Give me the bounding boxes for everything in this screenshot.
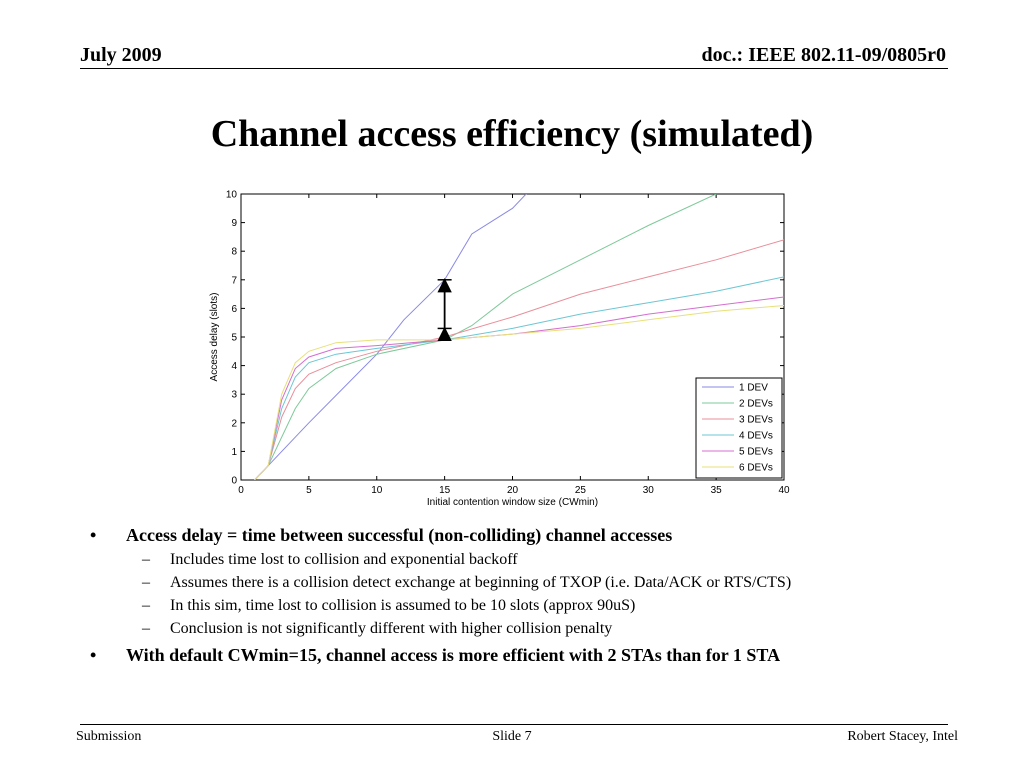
x-tick-label: 30 xyxy=(643,485,655,496)
bullet-list: • Access delay = time between successful… xyxy=(90,524,950,666)
x-tick-label: 20 xyxy=(507,485,519,496)
y-tick-label: 3 xyxy=(231,390,237,401)
bullet-marker: • xyxy=(90,645,97,665)
footer-author: Robert Stacey, Intel xyxy=(847,729,958,744)
sub-bullet-item: – Conclusion is not significantly differ… xyxy=(90,619,950,638)
series-line xyxy=(254,276,784,480)
sub-bullet-text: Assumes there is a collision detect exch… xyxy=(170,574,792,591)
y-tick-label: 8 xyxy=(231,247,237,258)
series-line xyxy=(254,305,784,480)
legend-box xyxy=(695,377,783,479)
series-line xyxy=(254,296,784,480)
x-tick-label: 15 xyxy=(439,485,451,496)
x-tick-label: 35 xyxy=(711,485,723,496)
y-tick-label: 1 xyxy=(231,447,237,458)
bullet-text: With default CWmin=15, channel access is… xyxy=(126,645,781,665)
sub-bullet-item: – In this sim, time lost to collision is… xyxy=(90,596,950,615)
series-group xyxy=(254,194,784,480)
plot-frame xyxy=(240,193,785,481)
y-tick-label: 10 xyxy=(226,190,238,201)
legend-label: 2 DEVs xyxy=(739,399,773,410)
x-axis-label: Initial contention window size (CWmin) xyxy=(427,497,598,508)
header-date: July 2009 xyxy=(80,44,162,66)
y-tick-label: 7 xyxy=(231,275,237,286)
header-rule xyxy=(80,68,948,69)
y-tick-label: 2 xyxy=(231,418,237,429)
x-tick-label: 5 xyxy=(306,485,312,496)
y-tick-label: 0 xyxy=(231,476,237,487)
bullet-marker: • xyxy=(90,525,97,545)
sub-bullet-text: Includes time lost to collision and expo… xyxy=(170,551,518,568)
legend-label: 5 DEVs xyxy=(739,447,773,458)
x-tick-label: 0 xyxy=(238,485,244,496)
y-tick-label: 9 xyxy=(231,218,237,229)
legend-label: 4 DEVs xyxy=(739,431,773,442)
legend-label: 6 DEVs xyxy=(739,463,773,474)
y-tick-label: 4 xyxy=(231,361,237,372)
sub-bullet-marker: – xyxy=(142,620,150,637)
legend-label: 1 DEV xyxy=(739,383,768,394)
access-delay-chart: 0 5 10 15 20 25 30 35 40 0 1 2 3 4 5 6 7 8 9 10 Initial cont… xyxy=(209,190,790,509)
x-tick-label: 25 xyxy=(575,485,587,496)
y-axis-label: Access delay (slots) xyxy=(209,293,220,382)
series-line xyxy=(254,194,527,480)
series-line xyxy=(254,194,718,480)
header-doc-id: doc.: IEEE 802.11-09/0805r0 xyxy=(701,44,946,66)
sub-bullet-marker: – xyxy=(142,551,150,568)
footer-slide-number: Slide 7 xyxy=(492,729,532,744)
legend-label: 3 DEVs xyxy=(739,415,773,426)
slide-title: Channel access efficiency (simulated) xyxy=(210,113,814,155)
series-line xyxy=(254,239,784,480)
x-tick-label: 10 xyxy=(371,485,383,496)
sub-bullet-marker: – xyxy=(142,574,150,591)
x-tick-label: 40 xyxy=(778,485,790,496)
bullet-item: • Access delay = time between successful… xyxy=(90,524,950,546)
sub-bullet-marker: – xyxy=(142,597,150,614)
sub-bullet-text: In this sim, time lost to collision is a… xyxy=(170,597,636,614)
footer-rule xyxy=(80,724,948,725)
sub-bullet-item: – Assumes there is a collision detect ex… xyxy=(90,573,950,592)
bullet-item: • With default CWmin=15, channel access … xyxy=(90,644,950,666)
bullet-text: Access delay = time between successful (… xyxy=(126,525,673,545)
y-tick-label: 6 xyxy=(231,304,237,315)
sub-bullet-text: Conclusion is not significantly differen… xyxy=(170,620,613,637)
sub-bullet-item: – Includes time lost to collision and ex… xyxy=(90,550,950,569)
footer-submission: Submission xyxy=(76,729,142,744)
y-tick-label: 5 xyxy=(231,333,237,344)
